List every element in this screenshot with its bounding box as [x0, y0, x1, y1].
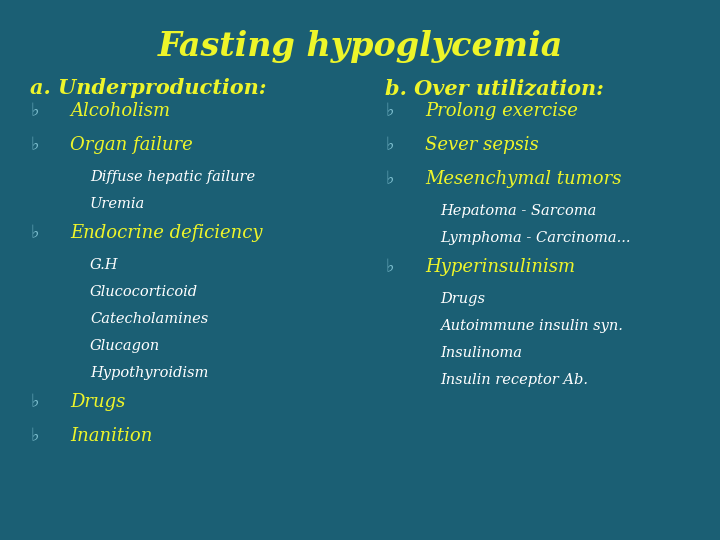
Text: Autoimmune insulin syn.: Autoimmune insulin syn. — [440, 319, 623, 333]
Text: Catecholamines: Catecholamines — [90, 312, 208, 326]
Text: Sever sepsis: Sever sepsis — [425, 136, 539, 154]
Text: ♭: ♭ — [30, 136, 38, 154]
Text: Drugs: Drugs — [70, 393, 125, 411]
Text: ♭: ♭ — [385, 136, 394, 154]
Text: Diffuse hepatic failure: Diffuse hepatic failure — [90, 170, 255, 184]
Text: Uremia: Uremia — [90, 197, 145, 211]
Text: Hepatoma - Sarcoma: Hepatoma - Sarcoma — [440, 204, 596, 218]
Text: Insulinoma: Insulinoma — [440, 346, 522, 360]
Text: Alcoholism: Alcoholism — [70, 102, 170, 120]
Text: G.H: G.H — [90, 258, 119, 272]
Text: ♭: ♭ — [30, 427, 38, 445]
Text: Hypothyroidism: Hypothyroidism — [90, 366, 208, 380]
Text: ♭: ♭ — [30, 102, 38, 120]
Text: a. Underproduction:: a. Underproduction: — [30, 78, 266, 98]
Text: Inanition: Inanition — [70, 427, 153, 445]
Text: Mesenchymal tumors: Mesenchymal tumors — [425, 170, 621, 188]
Text: Endocrine deficiency: Endocrine deficiency — [70, 224, 263, 242]
Text: Glucocorticoid: Glucocorticoid — [90, 285, 198, 299]
Text: ♭: ♭ — [30, 393, 38, 411]
Text: ♭: ♭ — [30, 224, 38, 242]
Text: Glucagon: Glucagon — [90, 339, 160, 353]
Text: Drugs: Drugs — [440, 292, 485, 306]
Text: b. Over utilization:: b. Over utilization: — [385, 78, 604, 98]
Text: ♭: ♭ — [385, 170, 394, 188]
Text: ♭: ♭ — [385, 258, 394, 276]
Text: Hyperinsulinism: Hyperinsulinism — [425, 258, 575, 276]
Text: Organ failure: Organ failure — [70, 136, 193, 154]
Text: Lymphoma - Carcinoma...: Lymphoma - Carcinoma... — [440, 231, 631, 245]
Text: Insulin receptor Ab.: Insulin receptor Ab. — [440, 373, 588, 387]
Text: Prolong exercise: Prolong exercise — [425, 102, 578, 120]
Text: Fasting hypoglycemia: Fasting hypoglycemia — [157, 30, 563, 63]
Text: ♭: ♭ — [385, 102, 394, 120]
